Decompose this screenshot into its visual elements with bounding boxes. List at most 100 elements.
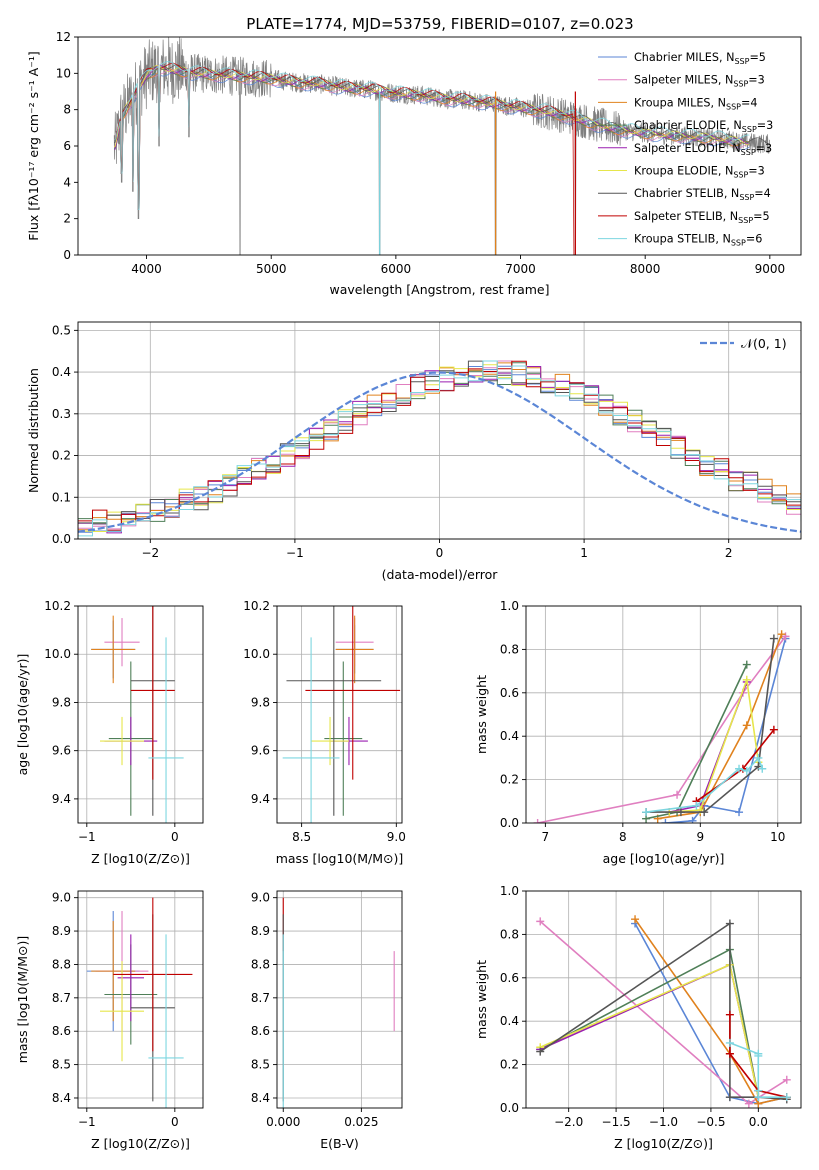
y-tick-label: 4	[63, 175, 71, 189]
weight-marker	[758, 764, 767, 773]
y-tick-label: 0.6	[500, 686, 519, 700]
x-tick-label: −1	[78, 830, 96, 844]
legend-subscript: SSP	[733, 171, 748, 180]
x-tick-label: −1.5	[602, 1115, 631, 1129]
y-tick-label: 9.0	[52, 891, 71, 905]
y-tick-label: 1.0	[500, 599, 519, 613]
legend-label: Chabrier ELODIE, NSSP=3	[634, 119, 773, 134]
model-spectrum	[114, 61, 750, 210]
y-tick-label: 10.2	[44, 599, 71, 613]
y-tick-label: 9.4	[251, 792, 270, 806]
x-tick-label: 2	[725, 546, 733, 560]
y-tick-label: 9.4	[52, 792, 71, 806]
weight-marker	[700, 808, 709, 817]
x-tick-label: 7000	[505, 262, 536, 276]
model-spectrum	[114, 64, 750, 210]
x-tick-label: −1	[78, 1115, 96, 1129]
y-tick-label: 0.0	[500, 816, 519, 830]
y-tick-label: 2	[63, 212, 71, 226]
model-spectrum	[113, 64, 770, 210]
histogram-kroupa-miles	[78, 362, 801, 539]
panel-age-vs-mass: 8.5 9.0 9.4 9.6 9.8 10.0 10.2 mass [log10(M/M⊙)…	[243, 599, 406, 866]
y-axis-label: mass weight	[474, 675, 489, 754]
weight-marker	[742, 660, 751, 669]
y-tick-label: 8.7	[251, 991, 270, 1005]
y-tick-label: 12	[56, 30, 71, 44]
histogram-salpeter-elodie	[78, 366, 801, 539]
histogram-chabrier-stelib	[78, 360, 801, 539]
weight-marker	[725, 1093, 734, 1102]
y-tick-label: 0	[63, 248, 71, 262]
legend-label: Kroupa STELIB, NSSP=6	[634, 233, 762, 248]
axes-frame	[77, 321, 802, 540]
legend-text: =5	[753, 210, 770, 223]
weight-marker	[673, 790, 682, 799]
weight-marker	[676, 808, 685, 817]
y-tick-label: 8.5	[251, 1058, 270, 1072]
x-tick-label: 0.000	[266, 1115, 300, 1129]
legend-subscript: SSP	[726, 102, 741, 111]
x-tick-label: 8.5	[292, 830, 311, 844]
x-axis-label: (data-model)/error	[382, 567, 499, 582]
y-tick-label: 9.6	[52, 744, 71, 758]
y-tick-label: 9.8	[52, 695, 71, 709]
weight-marker	[754, 753, 763, 762]
plot-area	[113, 37, 771, 255]
y-axis-label: mass weight	[474, 960, 489, 1039]
legend-label: Salpeter MILES, NSSP=3	[634, 74, 765, 89]
x-tick-label: −0.5	[696, 1115, 725, 1129]
weight-marker	[735, 808, 744, 817]
panel-age-vs-Z: −1 0 9.4 9.6 9.8 10.0 10.2 Z [log10(Z/Z⊙)] age […	[15, 599, 204, 866]
weight-marker	[769, 634, 778, 643]
y-tick-label: 8.4	[251, 1091, 270, 1105]
x-tick-label: 0	[171, 830, 179, 844]
weight-marker	[725, 919, 734, 928]
legend-text: Salpeter MILES, N	[634, 74, 733, 87]
y-tick-label: 0.8	[500, 927, 519, 941]
weight-marker	[742, 721, 751, 730]
y-tick-label: 0.0	[500, 1101, 519, 1115]
x-axis-label: Z [log10(Z/Z⊙)]	[91, 851, 190, 866]
legend-text: Chabrier MILES, N	[634, 51, 734, 64]
x-tick-label: 1	[580, 546, 588, 560]
legend-subscript: SSP	[739, 193, 754, 202]
weight-marker	[536, 917, 545, 926]
x-tick-label: −2	[141, 546, 159, 560]
weight-marker	[782, 1093, 791, 1102]
histogram-kroupa-stelib	[78, 360, 801, 539]
weight-line	[646, 638, 775, 813]
x-axis-label: E(B-V)	[320, 1136, 359, 1151]
panel-residuals: −2 −1 0 1 2 0.0 0.1 0.2 0.3 0.4 0.5 (data-model)/er…	[26, 321, 802, 582]
weight-line	[645, 664, 748, 820]
weight-marker	[725, 1010, 734, 1019]
legend-text: Chabrier ELODIE, N	[634, 119, 742, 132]
legend-text: =3	[757, 119, 774, 132]
axes-frame	[276, 890, 403, 1109]
x-tick-label: −1.0	[649, 1115, 678, 1129]
weight-marker	[782, 1075, 791, 1084]
legend-label: Kroupa ELODIE, NSSP=3	[634, 165, 765, 180]
legend-text: Chabrier STELIB, N	[634, 187, 739, 200]
weight-marker	[742, 675, 751, 684]
plot-area	[91, 606, 184, 823]
plot-area	[78, 360, 801, 539]
plot-area	[282, 606, 401, 823]
y-tick-label: 0.3	[52, 407, 71, 421]
weight-marker	[742, 766, 751, 775]
y-tick-label: 8.6	[251, 1024, 270, 1038]
y-tick-label: 0.2	[500, 773, 519, 787]
weight-marker	[533, 819, 542, 823]
legend-text: =3	[756, 142, 773, 155]
x-axis-label: Z [log10(Z/Z⊙)]	[91, 1136, 190, 1151]
y-tick-label: 0.0	[52, 532, 71, 546]
x-tick-label: 8	[619, 830, 627, 844]
legend-text: =3	[748, 74, 765, 87]
histogram-salpeter-stelib	[78, 360, 801, 539]
y-tick-label: 9.6	[251, 744, 270, 758]
weight-marker	[661, 819, 670, 823]
weight-marker	[692, 801, 701, 810]
weight-line	[729, 1014, 787, 1098]
plot-area	[86, 897, 193, 1108]
x-tick-label: 9	[696, 830, 704, 844]
legend-text: Kroupa STELIB, N	[634, 233, 731, 246]
